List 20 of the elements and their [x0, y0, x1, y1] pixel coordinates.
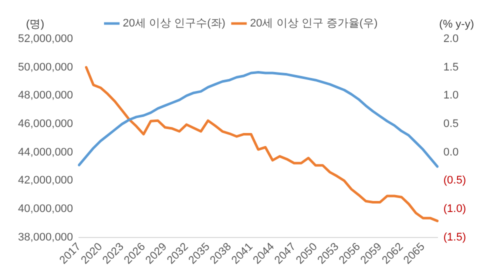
y2-tick-label: 0.0 — [443, 146, 459, 158]
legend-label: 20세 이상 인구수(좌) — [122, 18, 226, 30]
y-tick-label: 52,000,000 — [18, 33, 74, 46]
y-tick-label: 46,000,000 — [18, 118, 74, 130]
y2-tick-label: (1.5) — [443, 231, 466, 244]
y-tick-label: 44,000,000 — [18, 146, 74, 158]
y2-tick-label: 1.0 — [443, 90, 459, 102]
y2-axis-title: (% y-y) — [439, 18, 474, 31]
y2-tick-label: 0.5 — [443, 118, 459, 130]
y-tick-label: 48,000,000 — [18, 90, 74, 102]
y2-tick-label: (1.0) — [443, 203, 466, 216]
y-tick-label: 38,000,000 — [18, 231, 74, 244]
y2-tick-label: (0.5) — [443, 174, 466, 187]
y-tick-label: 42,000,000 — [18, 174, 74, 187]
y-axis-title: (명) — [26, 18, 44, 31]
y-tick-label: 40,000,000 — [18, 203, 74, 216]
legend-label: 20세 이상 인구 증가율(우) — [250, 18, 378, 30]
y2-tick-label: 1.5 — [443, 61, 459, 74]
y-tick-label: 50,000,000 — [18, 61, 74, 74]
y2-tick-label: 2.0 — [443, 33, 459, 46]
